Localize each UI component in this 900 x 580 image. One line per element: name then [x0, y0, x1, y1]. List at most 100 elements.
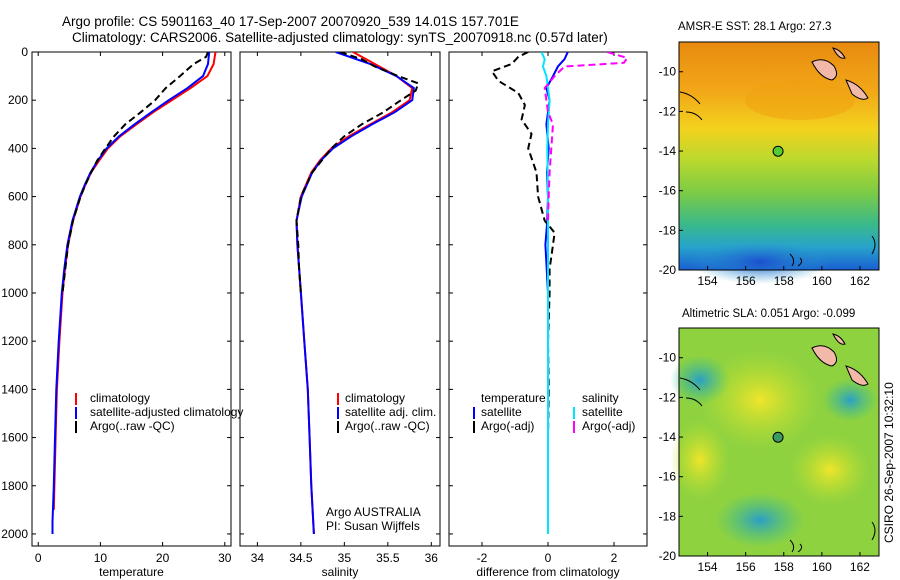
- map-y-tick-label: -14: [659, 144, 677, 158]
- sla-high: [700, 350, 820, 450]
- x-tick-label: -2: [477, 551, 488, 565]
- x-axis-label: temperature: [99, 565, 164, 579]
- temperature-chart: 0 10 20 30 temperature: [32, 51, 232, 579]
- sla-reef: [871, 521, 876, 541]
- legend-label: Argo(..raw -QC): [345, 419, 430, 433]
- legend-label: satellite: [582, 405, 623, 419]
- depth-tick-label: 1000: [1, 286, 28, 300]
- sla-low: [822, 378, 878, 422]
- x-tick-label: 35: [338, 551, 352, 565]
- legend-label: satellite-adjusted climatology: [90, 405, 243, 419]
- sla-map-title: Altimetric SLA: 0.051 Argo: -0.099: [682, 308, 855, 320]
- depth-tick-label: 0: [21, 45, 28, 59]
- sla-map-axes: 154 156 158 160 162 -10 -12 -14 -16 -18 -20: [659, 351, 871, 574]
- x-tick-label: 0: [35, 551, 42, 565]
- sla-island: [845, 365, 869, 386]
- salinity-chart: 34 34.5 35 35.5 36 salinity: [240, 51, 440, 579]
- temperature-legend: climatology satellite-adjusted climatolo…: [75, 391, 243, 433]
- sst-island: [845, 79, 869, 100]
- legend-header-salinity: salinity: [582, 391, 619, 405]
- series-line-salinity-satellite: [540, 52, 551, 534]
- x-tick-label: 2: [611, 551, 618, 565]
- x-tick-label: 30: [218, 551, 232, 565]
- x-tick-label: 0: [545, 551, 552, 565]
- legend-label: satellite: [481, 405, 522, 419]
- depth-tick-label: 600: [8, 190, 28, 204]
- series-line-salinity-argo: [543, 52, 629, 221]
- map-y-tick-label: -20: [659, 549, 677, 563]
- depth-tick-label: 800: [8, 238, 28, 252]
- legend-label: Argo(-adj): [481, 419, 534, 433]
- legend-label: Argo(..raw -QC): [90, 419, 175, 433]
- map-y-tick-label: -16: [659, 470, 677, 484]
- map-x-tick-label: 162: [850, 274, 870, 288]
- x-tick-label: 36: [425, 551, 439, 565]
- map-y-tick-label: -12: [659, 104, 677, 118]
- legend-header-temperature: temperature: [481, 391, 546, 405]
- map-x-tick-label: 154: [698, 274, 718, 288]
- depth-tick-label: 1600: [1, 431, 28, 445]
- map-y-tick-label: -10: [659, 351, 677, 365]
- map-y-tick-label: -14: [659, 430, 677, 444]
- map-y-tick-label: -10: [659, 65, 677, 79]
- series-group: [51, 52, 217, 534]
- difference-legend: temperature satellite Argo(-adj) salinit…: [473, 391, 635, 433]
- map-x-tick-label: 160: [812, 274, 832, 288]
- series-line-argo: [295, 52, 420, 294]
- legend-label: Argo(-adj): [582, 419, 635, 433]
- salinity-legend: climatology satellite adj. clim. Argo(..…: [326, 391, 436, 533]
- series-line-satellite-adjusted: [295, 52, 415, 535]
- depth-tick-label: 1200: [1, 334, 28, 348]
- map-y-tick-label: -16: [659, 184, 677, 198]
- depth-tick-label: 400: [8, 141, 28, 155]
- temperature-panel-frame: [31, 51, 232, 547]
- x-tick-label: 35.5: [376, 551, 400, 565]
- sst-argo-location-marker: [772, 145, 784, 157]
- depth-tick-label: 2000: [1, 527, 28, 541]
- map-y-tick-label: -12: [659, 390, 677, 404]
- sst-island: [832, 47, 846, 59]
- sla-high: [670, 420, 730, 500]
- map-x-tick-label: 162: [850, 560, 870, 574]
- sla-reef: [789, 539, 803, 553]
- depth-tick-label: 200: [8, 93, 28, 107]
- sst-cold-pool: [690, 240, 830, 284]
- sla-low: [670, 355, 730, 405]
- x-axis-label: salinity: [322, 565, 359, 579]
- series-line-temperature-argo: [490, 52, 556, 510]
- series-group: [295, 52, 420, 535]
- sla-island: [811, 345, 838, 367]
- sla-map-frame: [678, 327, 880, 557]
- map-y-tick-label: -20: [659, 263, 677, 277]
- x-tick-label: 10: [94, 551, 108, 565]
- sst-reef: [871, 235, 876, 255]
- sla-argo-location-marker: [772, 431, 784, 443]
- series-group: [490, 52, 629, 534]
- x-tick-label: 20: [156, 551, 170, 565]
- legend-label: climatology: [345, 391, 405, 405]
- sla-high: [790, 435, 870, 505]
- map-x-tick-label: 156: [736, 560, 756, 574]
- sst-reef: [679, 91, 703, 121]
- map-x-tick-label: 158: [774, 274, 794, 288]
- legend-label: climatology: [90, 391, 150, 405]
- side-timestamp-label: CSIRO 26-Sep-2007 10:32:10: [882, 382, 896, 543]
- map-x-tick-label: 156: [736, 274, 756, 288]
- map-x-tick-label: 160: [812, 560, 832, 574]
- sst-reef: [789, 253, 803, 267]
- x-axis-label: difference from climatology: [476, 565, 619, 579]
- sst-map-frame: [678, 41, 880, 271]
- sla-reef: [679, 377, 703, 407]
- sst-map-axes: 154 156 158 160 162 -10 -12 -14 -16 -18 -20: [659, 65, 871, 288]
- sla-map-panel: Altimetric SLA: 0.051 Argo: -0.099 154 15…: [659, 308, 880, 574]
- map-y-tick-label: -18: [659, 509, 677, 523]
- map-x-tick-label: 158: [774, 560, 794, 574]
- x-tick-label: 34: [251, 551, 265, 565]
- depth-tick-label: 1400: [1, 382, 28, 396]
- figure-title-line2: Climatology: CARS2006. Satellite-adjuste…: [72, 30, 608, 45]
- sst-map-panel: AMSR-E SST: 28.1 Argo: 27.3 154 156 158 160…: [659, 21, 880, 288]
- sst-warm-patch: [745, 80, 855, 120]
- figure-title-line1: Argo profile: CS 5901163_40 17-Sep-2007 …: [62, 14, 519, 29]
